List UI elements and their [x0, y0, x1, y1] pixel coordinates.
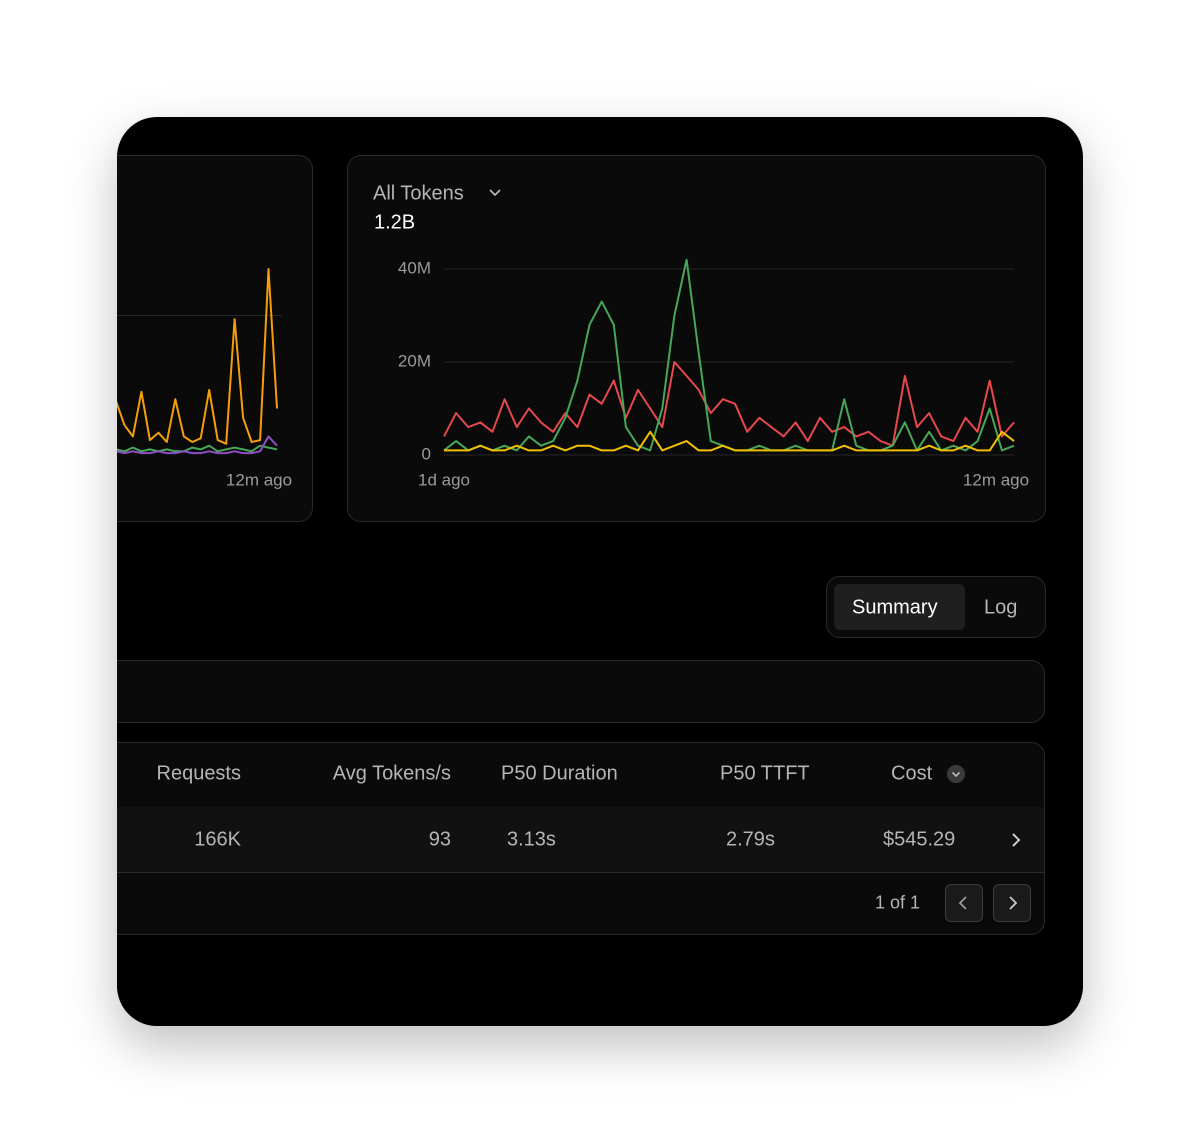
table-header[interactable]: Cost: [891, 762, 933, 785]
table-header: Requests: [156, 762, 242, 785]
chart-panel: All Tokens 1.2B 0 20M 40M 1d ago 12m ago: [347, 155, 1046, 522]
x-tick-label: 1d ago: [418, 470, 470, 489]
y-tick-label: 0: [422, 444, 431, 463]
sort-icon[interactable]: [947, 765, 965, 783]
table-row[interactable]: [117, 807, 1044, 873]
chart-title[interactable]: All Tokens: [373, 182, 464, 204]
line-series: [444, 430, 1015, 452]
table-header: P50 TTFT: [720, 762, 810, 785]
line-series: [117, 268, 278, 445]
chart: 12m ago: [117, 268, 292, 489]
line-series: [443, 361, 1015, 447]
table-cell: 166K: [194, 828, 241, 851]
line-series: [443, 258, 1015, 452]
table-header: Avg Tokens/s: [332, 762, 451, 785]
row-chevron[interactable]: [1009, 831, 1023, 849]
chart-subtitle: 1.2B: [374, 211, 415, 233]
dropdown-icon[interactable]: [489, 189, 501, 197]
y-tick-label: 20M: [398, 351, 431, 370]
table-cell: 3.13s: [507, 828, 556, 851]
x-tick-label: 12m ago: [226, 470, 292, 489]
line-series: [117, 444, 278, 453]
x-tick-label: 12m ago: [963, 470, 1029, 489]
y-tick-label: 40M: [398, 258, 431, 277]
table-header: P50 Duration: [501, 762, 618, 785]
chart-panel: 12m ago: [117, 155, 313, 522]
table-cell: 2.79s: [726, 828, 775, 851]
prev-button[interactable]: [945, 884, 983, 922]
next-button[interactable]: [993, 884, 1031, 922]
pagination-label: 1 of 1: [874, 892, 920, 913]
tab[interactable]: Log: [984, 596, 1018, 619]
tab-group: Summary Log: [826, 576, 1046, 638]
chart: All Tokens 1.2B 0 20M 40M 1d ago 12m ago: [373, 182, 1029, 489]
line-series: [117, 435, 278, 455]
table-cell: $545.29: [883, 828, 956, 851]
tab[interactable]: Summary: [852, 596, 938, 619]
tab-active-bg: [834, 584, 965, 630]
table-cell: 93: [428, 828, 451, 851]
table: [117, 742, 1045, 935]
card: 12m ago All Tokens 1.2B 0 20M 40M 1d ago 12m…: [117, 117, 1083, 1026]
search-bar[interactable]: [117, 660, 1045, 723]
